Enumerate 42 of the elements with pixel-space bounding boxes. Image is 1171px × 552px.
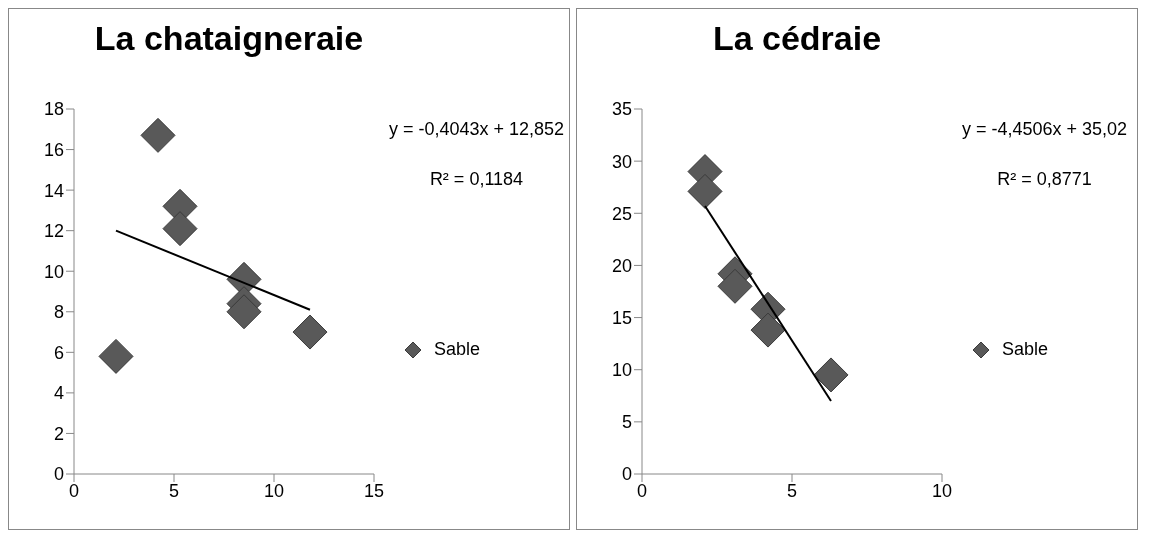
text: R² = 0,8771 [996, 168, 1093, 191]
y-tick-label: 20 [611, 255, 632, 276]
x-tick-label: 10 [931, 480, 953, 501]
y-tick-label: 8 [53, 302, 64, 323]
text: y = -0,4043x + 12,852 [387, 118, 566, 141]
y-tick-label: 5 [621, 412, 632, 433]
y-tick-label: 0 [621, 464, 632, 485]
y-tick-label: 12 [43, 221, 64, 242]
legend-label: Sable [434, 339, 481, 360]
point [750, 312, 786, 348]
y-tick-label: 10 [611, 360, 632, 381]
y-tick-label: 4 [53, 383, 64, 404]
chart-title: La chataigneraie [93, 19, 365, 58]
y-tick-label: 6 [53, 342, 64, 363]
chart-title: La cédraie [711, 19, 883, 58]
x-tick-label: 5 [168, 480, 180, 501]
y-tick-label: 10 [43, 261, 64, 282]
point [98, 338, 134, 374]
point [292, 314, 328, 350]
y-tick-label: 35 [611, 99, 632, 120]
y-tick-label: 2 [53, 423, 64, 444]
y-tick-label: 0 [53, 464, 64, 485]
point [226, 294, 262, 330]
y-tick-label: 30 [611, 151, 632, 172]
y-tick-label: 18 [43, 99, 64, 120]
y-tick-label: 16 [43, 139, 64, 160]
x-tick-label: 0 [68, 480, 80, 501]
point [717, 268, 753, 304]
point [687, 173, 723, 209]
y-tick-label: 25 [611, 203, 632, 224]
x-tick-label: 5 [786, 480, 798, 501]
y-tick-label: 14 [43, 180, 64, 201]
x-tick-label: 15 [363, 480, 385, 501]
text: R² = 0,1184 [428, 168, 525, 191]
x-tick-label: 0 [636, 480, 648, 501]
x-tick-label: 10 [263, 480, 285, 501]
text: y = -4,4506x + 35,02 [960, 118, 1129, 141]
point [162, 211, 198, 247]
legend-label: Sable [1002, 339, 1049, 360]
point [813, 357, 849, 393]
y-tick-label: 15 [611, 307, 632, 328]
point [140, 117, 176, 153]
